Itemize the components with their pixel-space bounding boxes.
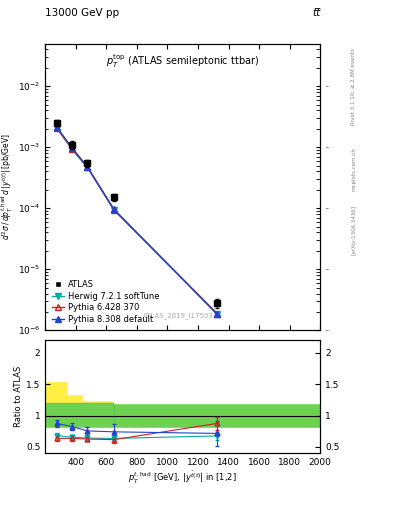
Y-axis label: Ratio to ATLAS: Ratio to ATLAS bbox=[14, 366, 23, 428]
Y-axis label: $d^2\sigma\,/\,dp_T^{t,\mathrm{had}}\,d\,|y^{\bar{t}(t)}|\,[\mathrm{pb/GeV}]$: $d^2\sigma\,/\,dp_T^{t,\mathrm{had}}\,d\… bbox=[0, 134, 15, 240]
Text: Rivet 3.1.10; ≥ 2.8M events: Rivet 3.1.10; ≥ 2.8M events bbox=[351, 49, 356, 125]
Legend: ATLAS, Herwig 7.2.1 softTune, Pythia 6.428 370, Pythia 8.308 default: ATLAS, Herwig 7.2.1 softTune, Pythia 6.4… bbox=[50, 278, 162, 326]
Text: $p_T^{\mathrm{top}}$ (ATLAS semileptonic ttbar): $p_T^{\mathrm{top}}$ (ATLAS semileptonic… bbox=[106, 52, 259, 70]
Text: tt̅: tt̅ bbox=[312, 8, 320, 18]
Text: mcplots.cern.ch: mcplots.cern.ch bbox=[351, 147, 356, 191]
Text: [arXiv:1306.3436]: [arXiv:1306.3436] bbox=[351, 205, 356, 255]
X-axis label: $p_T^{t,\mathrm{had}}$ [GeV], $|y^{\bar{t}(t)}|$ in [1,2]: $p_T^{t,\mathrm{had}}$ [GeV], $|y^{\bar{… bbox=[129, 470, 237, 486]
Text: 13000 GeV pp: 13000 GeV pp bbox=[45, 8, 119, 18]
Text: ATLAS_2019_I1750330: ATLAS_2019_I1750330 bbox=[143, 312, 223, 319]
